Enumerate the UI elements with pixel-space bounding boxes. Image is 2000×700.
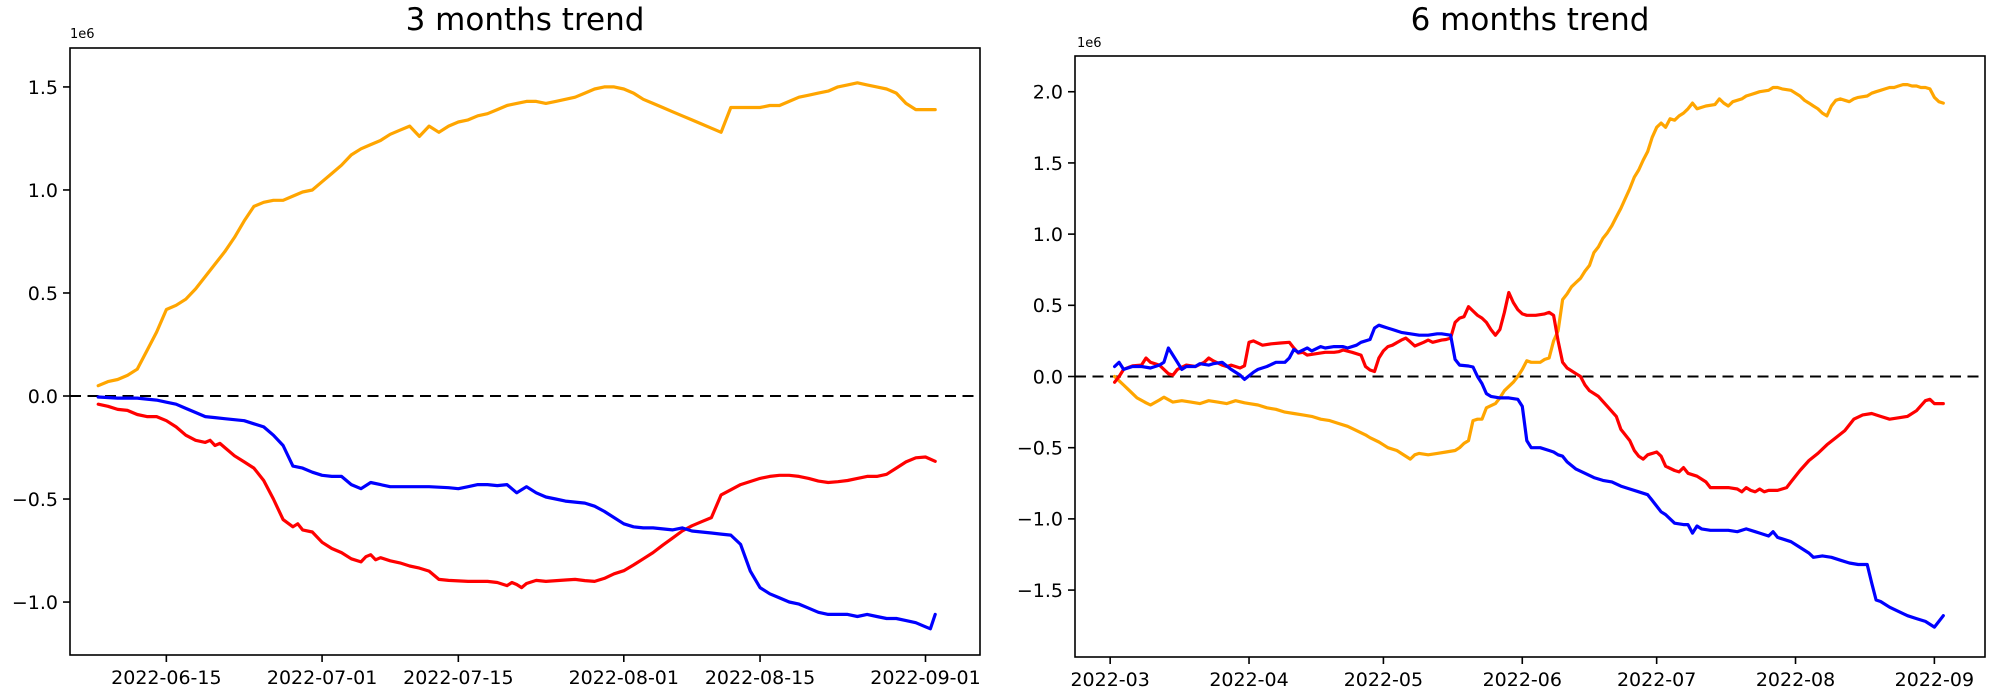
x-tick-label: 2022-08 [1756,669,1835,691]
blue-line [96,395,937,631]
y-tick-label: 0.5 [1033,295,1063,317]
axes-spines [69,47,981,656]
y-tick-label: −1.5 [1017,580,1063,602]
axes-0: 1.5 1.0 0.5 0.0 −0.5 −1.0 2022-06-15 2022-07-01… [12,47,981,689]
chart-title-3-months: 3 months trend [405,2,645,38]
red-line [1112,290,1945,494]
x-tick-label: 2022-07-15 [403,667,513,689]
y-tick-label: 0.5 [28,283,58,305]
y-tick-label: −0.5 [12,489,58,511]
y-tick-label: 2.0 [1033,82,1063,104]
y-tick-label: −1.0 [1017,509,1063,531]
x-tick-label: 2022-04 [1209,669,1288,691]
x-tick-label: 2022-03 [1070,669,1149,691]
y-tick-label: −0.5 [1017,438,1063,460]
chart-title-6-months: 6 months trend [1410,2,1650,38]
y-tick-label: 0.0 [28,386,58,408]
x-tick-label: 2022-07 [1617,669,1696,691]
orange-line [1112,82,1945,461]
axes-spines [1074,55,1986,658]
x-tick-label: 2022-09 [1895,669,1974,691]
y-tick-label: 1.0 [28,180,58,202]
x-tick-label: 2022-08-15 [705,667,815,689]
x-tick-label: 2022-09-01 [870,667,980,689]
y-axis-offset-label-6-months: 1e6 [1077,36,1102,51]
blue-line [1112,323,1945,629]
y-tick-label: 1.5 [28,77,58,99]
red-line [96,402,937,590]
x-tick-label: 2022-07-01 [267,667,377,689]
orange-line [96,81,937,388]
y-axis-offset-label-3-months: 1e6 [70,27,95,42]
y-tick-label: 1.5 [1033,153,1063,175]
y-tick-label: −1.0 [12,592,58,614]
x-tick-label: 2022-06 [1483,669,1562,691]
x-tick-label: 2022-05 [1344,669,1423,691]
x-tick-label: 2022-06-15 [111,667,221,689]
x-tick-label: 2022-08-01 [569,667,679,689]
axes-1: 2.0 1.5 1.0 0.5 0.0 −0.5 −1.0 −1.5 2022-03 2022-0… [1017,55,1986,691]
y-tick-label: 1.0 [1033,224,1063,246]
y-tick-label: 0.0 [1033,366,1063,388]
